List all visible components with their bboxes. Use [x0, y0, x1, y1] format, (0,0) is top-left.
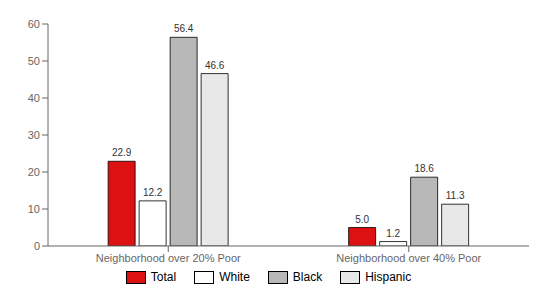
html-text:Total: Total: [150, 270, 177, 284]
svg-text:18.6: 18.6: [414, 163, 434, 174]
svg-text:20: 20: [28, 166, 40, 178]
svg-text:12.2: 12.2: [143, 187, 163, 198]
svg-text:22.9: 22.9: [112, 147, 132, 158]
svg-text:0: 0: [34, 240, 40, 252]
svg-text:56.4: 56.4: [174, 23, 194, 34]
svg-text:40: 40: [28, 92, 40, 104]
svg-text:30: 30: [28, 129, 40, 141]
html-text:Hispanic: Hispanic: [365, 270, 412, 284]
html-text:White: White: [219, 270, 250, 284]
html-text:Black: Black: [292, 270, 323, 284]
svg-text:46.6: 46.6: [205, 60, 225, 71]
svg-text:11.3: 11.3: [446, 190, 465, 201]
svg-text:50: 50: [28, 55, 40, 67]
svg-text:Neighborhood over 40% Poor: Neighborhood over 40% Poor: [336, 252, 481, 264]
svg-text:10: 10: [28, 203, 40, 215]
svg-text:5.0: 5.0: [355, 214, 369, 225]
svg-text:1.2: 1.2: [386, 228, 400, 239]
svg-text:60: 60: [28, 18, 40, 30]
svg-text:Neighborhood over 20% Poor: Neighborhood over 20% Poor: [96, 252, 241, 264]
